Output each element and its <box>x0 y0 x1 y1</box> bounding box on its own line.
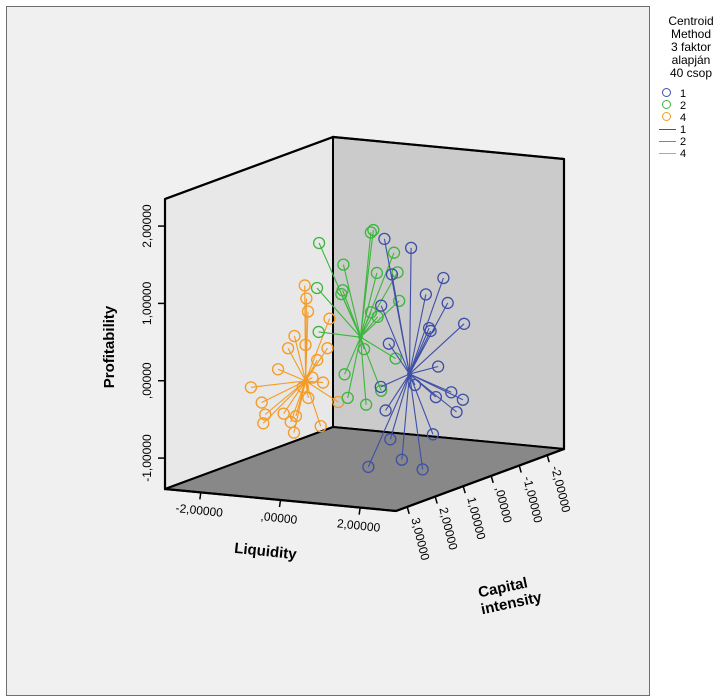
y-tick-label: 1,00000 <box>140 281 154 325</box>
x-tick-label: -2,00000 <box>175 501 224 520</box>
legend-entry-label: 4 <box>680 112 686 124</box>
legend-title: Centroid Method 3 faktor alapján 40 csop <box>655 15 727 80</box>
legend-marker-entry-4: 4 <box>659 112 727 124</box>
centroid-point <box>358 335 363 340</box>
back-wall <box>333 137 564 449</box>
z-tick-label: 1,00000 <box>464 496 488 542</box>
x-tick-label: 2,00000 <box>336 516 381 534</box>
y-axis-label: Profitability <box>101 305 118 388</box>
centroid-point <box>407 372 412 377</box>
legend-entry-label: 4 <box>680 148 686 160</box>
legend-marker-swatch <box>662 100 671 109</box>
legend-entry-label: 2 <box>680 136 686 148</box>
y-tick-label: ,00000 <box>140 362 154 399</box>
legend-line-entry-4: 4 <box>659 148 727 160</box>
legend-line-entry-2: 2 <box>659 136 727 148</box>
legend-entry-label: 1 <box>680 124 686 136</box>
x-tick-label: ,00000 <box>260 509 298 527</box>
legend-marker-swatch <box>662 88 671 97</box>
legend-marker-swatch <box>662 112 671 121</box>
legend-line-swatch <box>659 153 676 154</box>
legend: Centroid Method 3 faktor alapján 40 csop… <box>655 15 727 160</box>
z-axis-label: Capital intensity <box>476 572 544 618</box>
centroid-point <box>303 378 308 383</box>
legend-title-line-5: 40 csop <box>655 67 727 80</box>
legend-marker-entry-1: 1 <box>659 88 727 100</box>
chart-3d-scatter: -1,00000,000001,000002,00000-2,00000,000… <box>7 7 651 685</box>
legend-entry-label: 1 <box>680 88 686 100</box>
legend-line-swatch <box>659 129 676 130</box>
chart-walls <box>165 137 564 511</box>
z-tick-label: -2,00000 <box>548 465 573 515</box>
legend-line-entry-1: 1 <box>659 124 727 136</box>
z-tick-label: -1,00000 <box>520 475 545 525</box>
x-axis-label: Liquidity <box>234 540 299 564</box>
z-tick-label: 3,00000 <box>408 516 432 562</box>
z-tick-label: 2,00000 <box>436 506 460 552</box>
y-tick-label: -1,00000 <box>140 434 154 482</box>
legend-entry-label: 2 <box>680 100 686 112</box>
y-tick-label: 2,00000 <box>140 204 154 248</box>
legend-marker-entry-2: 2 <box>659 100 727 112</box>
z-tick-label: ,00000 <box>492 485 515 524</box>
legend-line-swatch <box>659 141 676 142</box>
